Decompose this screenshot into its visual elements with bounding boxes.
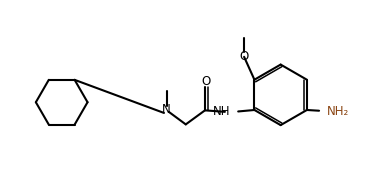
- Text: O: O: [239, 50, 248, 63]
- Text: O: O: [202, 76, 211, 88]
- Text: NH₂: NH₂: [326, 105, 349, 118]
- Text: N: N: [162, 103, 170, 116]
- Text: NH: NH: [213, 105, 231, 118]
